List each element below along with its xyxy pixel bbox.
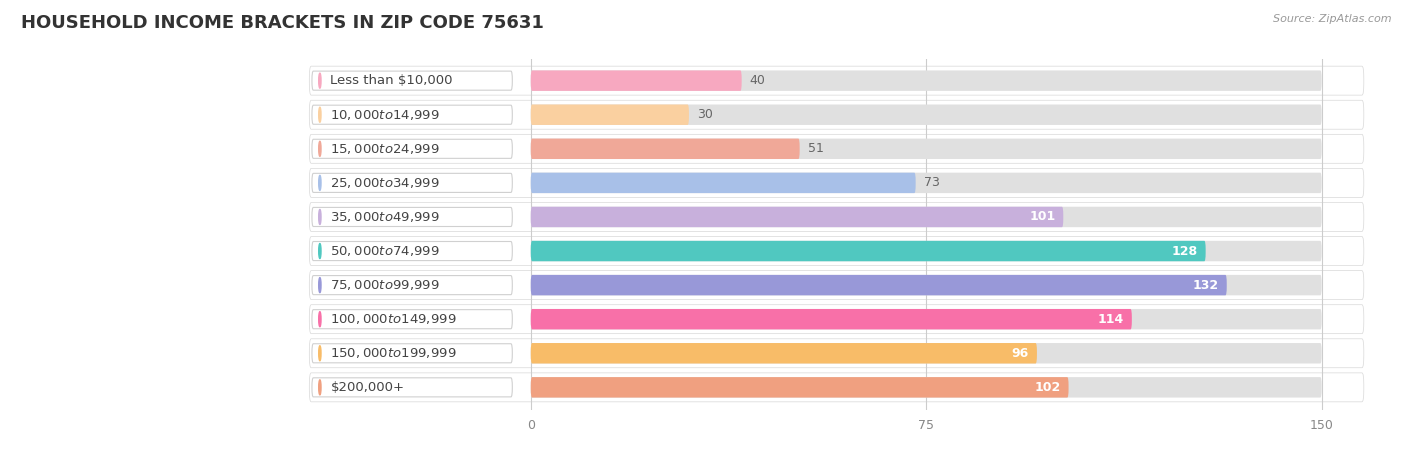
FancyBboxPatch shape: [531, 241, 1206, 261]
Text: 73: 73: [924, 176, 939, 189]
Text: 101: 101: [1029, 211, 1056, 224]
Text: 96: 96: [1012, 347, 1029, 360]
Text: $150,000 to $199,999: $150,000 to $199,999: [330, 346, 457, 360]
FancyBboxPatch shape: [531, 207, 1322, 227]
FancyBboxPatch shape: [531, 309, 1322, 329]
FancyBboxPatch shape: [309, 66, 1364, 95]
FancyBboxPatch shape: [312, 310, 512, 329]
FancyBboxPatch shape: [531, 377, 1322, 397]
FancyBboxPatch shape: [309, 100, 1364, 129]
Text: 51: 51: [807, 142, 824, 155]
Text: 40: 40: [749, 74, 765, 87]
Circle shape: [319, 107, 321, 122]
FancyBboxPatch shape: [531, 104, 689, 125]
FancyBboxPatch shape: [531, 173, 1322, 193]
FancyBboxPatch shape: [309, 270, 1364, 300]
FancyBboxPatch shape: [309, 134, 1364, 163]
Text: $200,000+: $200,000+: [330, 381, 405, 394]
FancyBboxPatch shape: [531, 71, 1322, 91]
FancyBboxPatch shape: [309, 305, 1364, 334]
Circle shape: [319, 312, 321, 327]
FancyBboxPatch shape: [312, 207, 512, 226]
FancyBboxPatch shape: [312, 275, 512, 295]
FancyBboxPatch shape: [531, 343, 1038, 364]
Text: $100,000 to $149,999: $100,000 to $149,999: [330, 312, 457, 326]
Text: 128: 128: [1171, 244, 1198, 257]
FancyBboxPatch shape: [531, 309, 1132, 329]
FancyBboxPatch shape: [312, 139, 512, 158]
Text: $10,000 to $14,999: $10,000 to $14,999: [330, 108, 440, 122]
FancyBboxPatch shape: [531, 104, 1322, 125]
FancyBboxPatch shape: [531, 377, 1069, 397]
FancyBboxPatch shape: [309, 339, 1364, 368]
FancyBboxPatch shape: [312, 173, 512, 193]
Text: $75,000 to $99,999: $75,000 to $99,999: [330, 278, 440, 292]
Text: $35,000 to $49,999: $35,000 to $49,999: [330, 210, 440, 224]
FancyBboxPatch shape: [531, 343, 1322, 364]
Text: Source: ZipAtlas.com: Source: ZipAtlas.com: [1274, 14, 1392, 23]
FancyBboxPatch shape: [312, 105, 512, 124]
Circle shape: [319, 243, 321, 259]
FancyBboxPatch shape: [531, 241, 1322, 261]
Text: $25,000 to $34,999: $25,000 to $34,999: [330, 176, 440, 190]
FancyBboxPatch shape: [531, 173, 915, 193]
FancyBboxPatch shape: [312, 344, 512, 363]
Circle shape: [319, 141, 321, 156]
Text: $50,000 to $74,999: $50,000 to $74,999: [330, 244, 440, 258]
FancyBboxPatch shape: [531, 207, 1063, 227]
FancyBboxPatch shape: [531, 71, 742, 91]
FancyBboxPatch shape: [312, 378, 512, 397]
Circle shape: [319, 73, 321, 88]
Circle shape: [319, 380, 321, 395]
Circle shape: [319, 209, 321, 225]
FancyBboxPatch shape: [531, 275, 1322, 295]
Circle shape: [319, 176, 321, 190]
FancyBboxPatch shape: [531, 139, 800, 159]
Text: $15,000 to $24,999: $15,000 to $24,999: [330, 142, 440, 156]
FancyBboxPatch shape: [312, 242, 512, 261]
Circle shape: [319, 346, 321, 361]
Text: 102: 102: [1035, 381, 1060, 394]
FancyBboxPatch shape: [531, 139, 1322, 159]
Circle shape: [319, 278, 321, 292]
FancyBboxPatch shape: [309, 168, 1364, 198]
Text: 132: 132: [1192, 279, 1219, 292]
Text: Less than $10,000: Less than $10,000: [330, 74, 453, 87]
FancyBboxPatch shape: [309, 202, 1364, 231]
Text: 30: 30: [697, 108, 713, 121]
FancyBboxPatch shape: [309, 237, 1364, 266]
Text: HOUSEHOLD INCOME BRACKETS IN ZIP CODE 75631: HOUSEHOLD INCOME BRACKETS IN ZIP CODE 75…: [21, 14, 544, 32]
FancyBboxPatch shape: [531, 275, 1227, 295]
Text: 114: 114: [1098, 313, 1123, 326]
FancyBboxPatch shape: [309, 373, 1364, 402]
FancyBboxPatch shape: [312, 71, 512, 90]
